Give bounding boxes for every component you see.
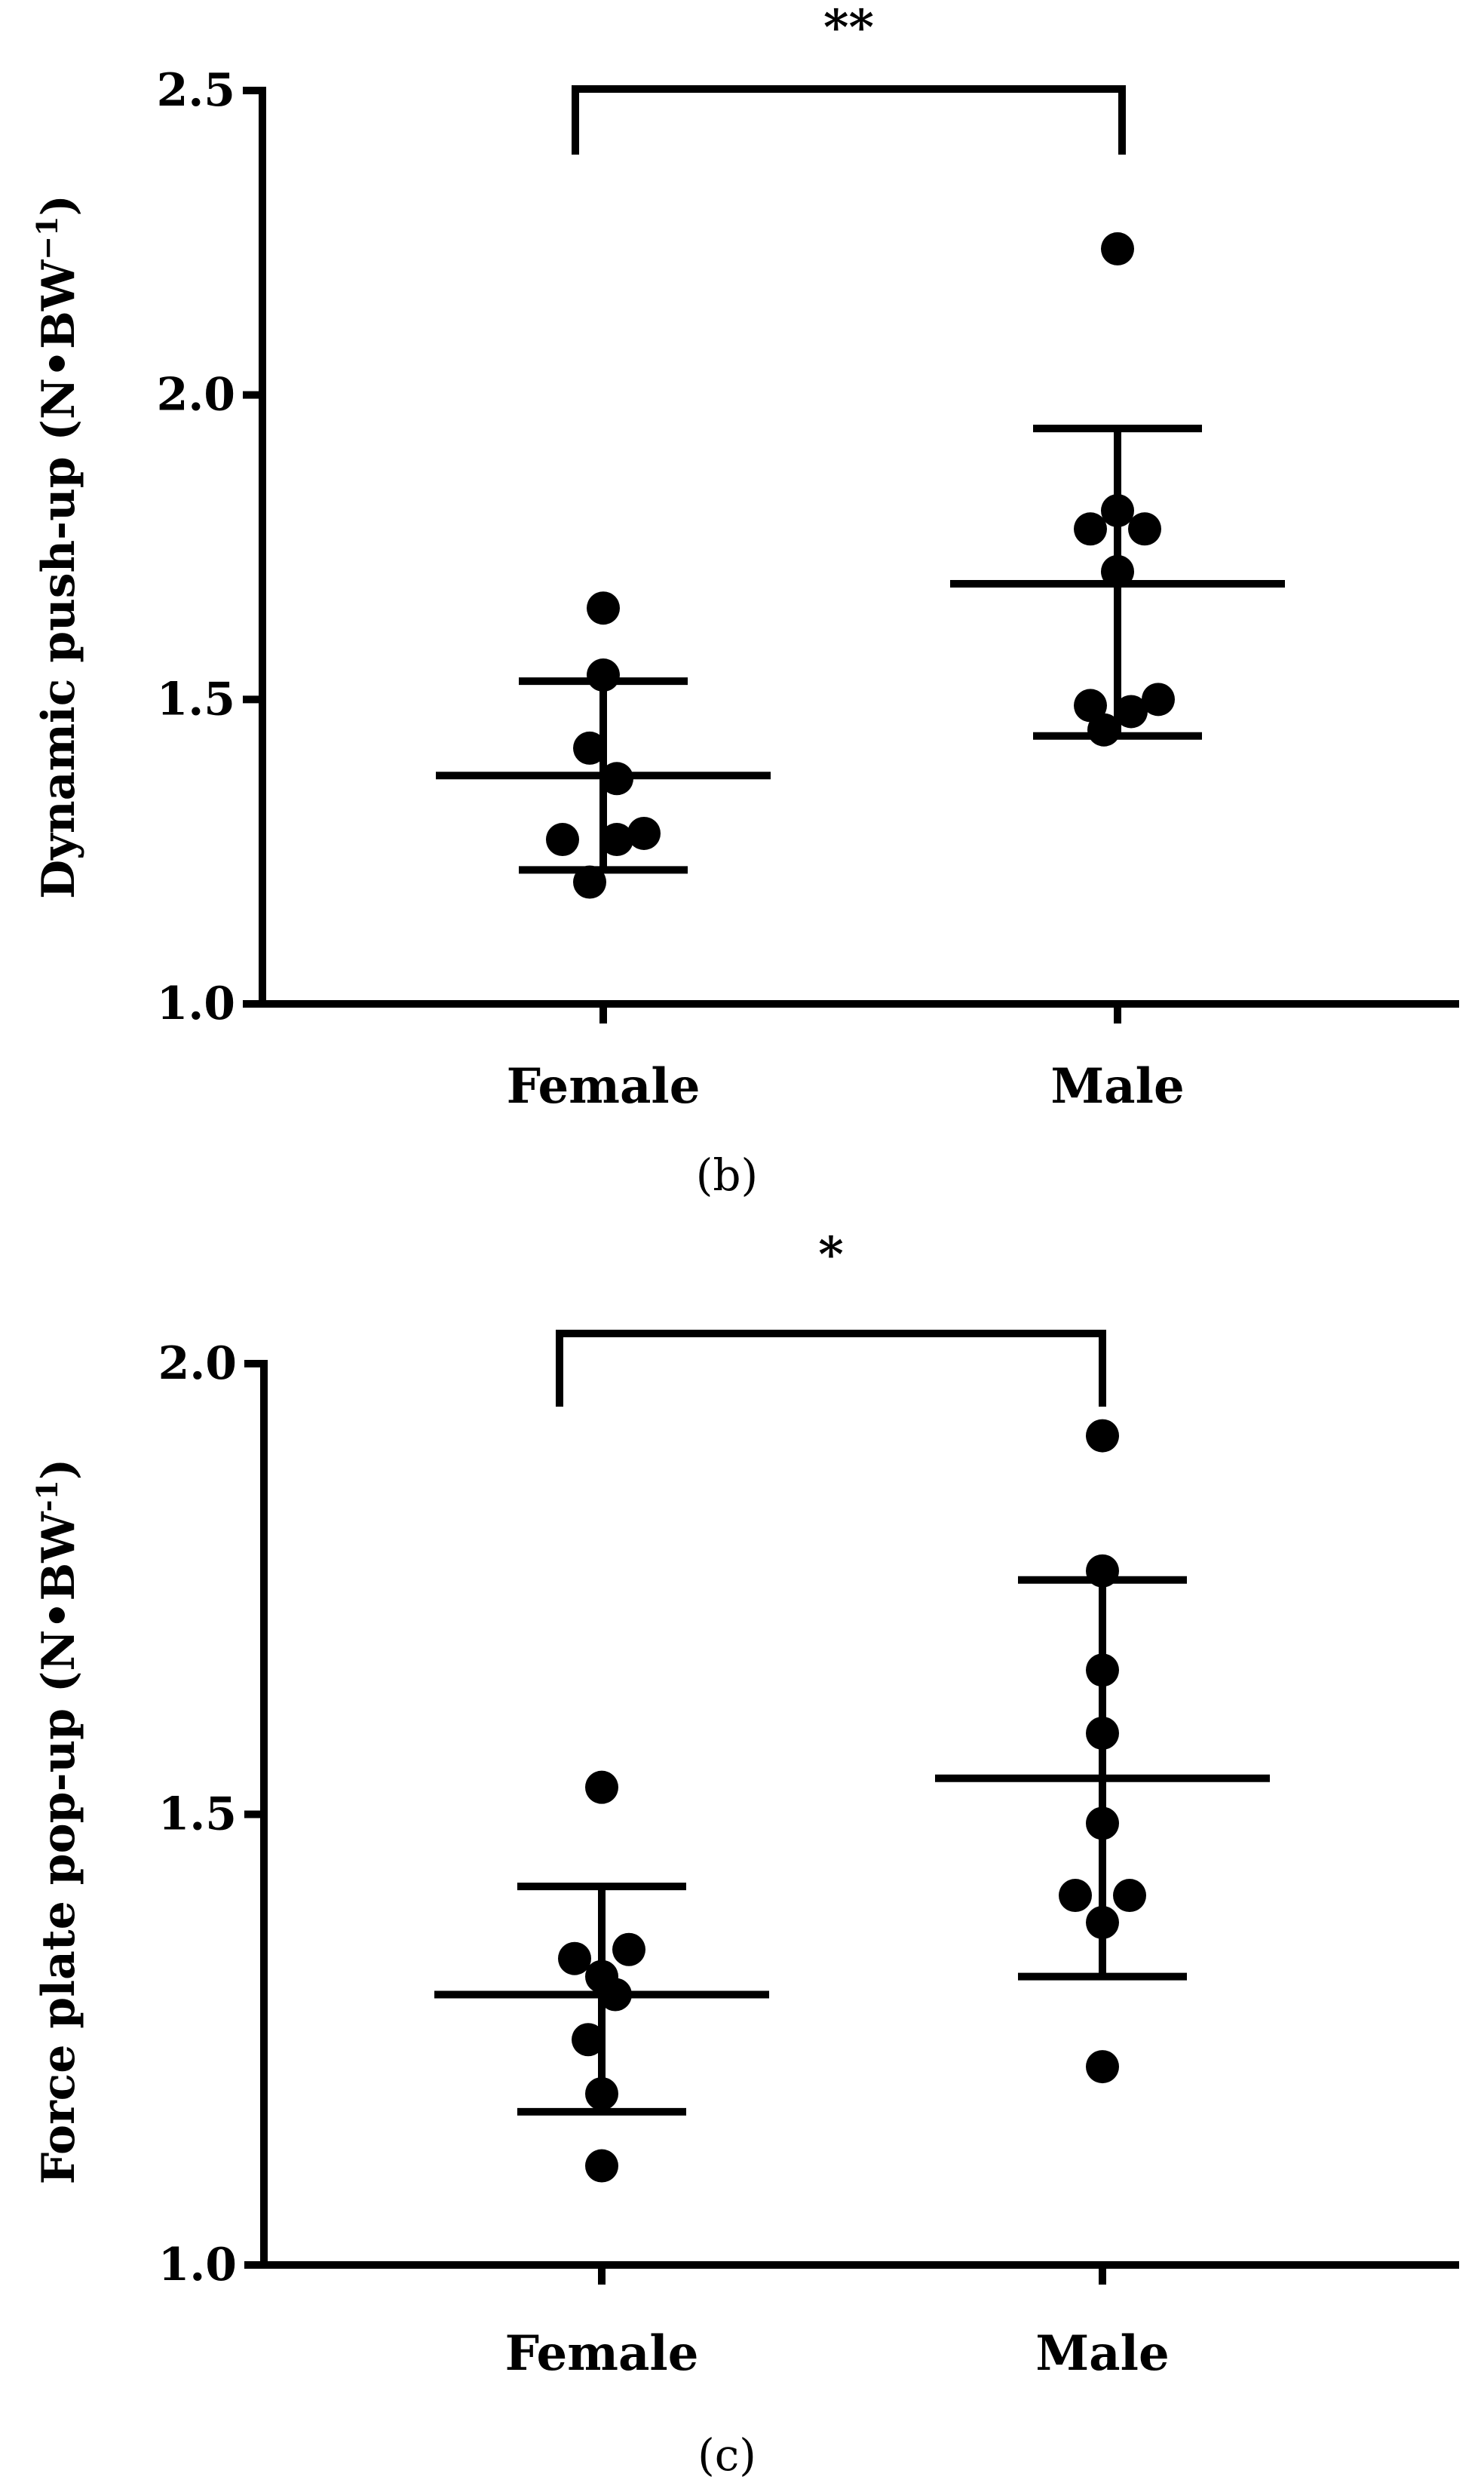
data-point bbox=[573, 865, 606, 899]
data-point bbox=[1087, 713, 1121, 747]
y-tick-label: 1.0 bbox=[158, 2239, 237, 2291]
y-tick-label: 2.0 bbox=[158, 1337, 237, 1390]
x-category-label: Female bbox=[507, 1058, 701, 1115]
data-point bbox=[1113, 1879, 1146, 1913]
data-point bbox=[1142, 683, 1175, 717]
data-point bbox=[585, 1770, 618, 1804]
y-axis-title-main: Force plate pop-up (N•BW bbox=[32, 1511, 85, 2185]
significance-marker: * bbox=[818, 1226, 843, 1283]
x-category-label: Female bbox=[505, 2325, 699, 2382]
data-point bbox=[1128, 512, 1161, 546]
y-axis-title: Force plate pop-up (N•BW-1) bbox=[30, 1459, 86, 2185]
y-tick-label: 1.5 bbox=[157, 673, 235, 726]
series-male bbox=[935, 1419, 1270, 2084]
y-tick-label: 2.5 bbox=[157, 64, 235, 117]
data-point bbox=[600, 823, 633, 857]
data-point bbox=[627, 816, 661, 850]
y-axis-title-close: ) bbox=[32, 195, 85, 216]
data-point bbox=[572, 2023, 605, 2057]
data-point bbox=[1101, 232, 1134, 265]
y-axis-title-superscript: −1 bbox=[30, 216, 64, 259]
chart-panel-b: 1.0 1.5 2.0 2.5 Female Male Dynamic push-up (N… bbox=[30, 0, 1459, 1201]
panel-label: (c) bbox=[698, 2429, 756, 2481]
significance-bracket bbox=[572, 85, 1126, 155]
data-point bbox=[585, 2149, 618, 2183]
data-point bbox=[1101, 554, 1134, 588]
data-point bbox=[587, 591, 620, 625]
y-axis-title-main: Dynamic push-up (N•BW bbox=[32, 259, 85, 899]
significance-bracket bbox=[556, 1330, 1106, 1407]
x-category-label: Male bbox=[1035, 2325, 1169, 2382]
y-tick-label: 1.5 bbox=[158, 1788, 237, 1841]
significance-marker: ** bbox=[823, 0, 874, 56]
data-point bbox=[1086, 1653, 1119, 1687]
y-axis-title-superscript: -1 bbox=[30, 1480, 64, 1511]
data-point bbox=[1086, 2050, 1119, 2084]
data-point bbox=[1086, 1554, 1119, 1588]
y-tick-label: 2.0 bbox=[157, 369, 235, 422]
y-axis-title-close: ) bbox=[32, 1459, 85, 1480]
data-point bbox=[1059, 1879, 1092, 1913]
data-point bbox=[1074, 689, 1107, 723]
data-point bbox=[1101, 494, 1134, 528]
x-category-label: Male bbox=[1050, 1058, 1184, 1115]
panel-label: (b) bbox=[696, 1149, 758, 1201]
series-female bbox=[436, 591, 771, 899]
data-point bbox=[587, 658, 620, 692]
data-point bbox=[558, 1941, 591, 1975]
data-point bbox=[1086, 1419, 1119, 1453]
data-point bbox=[600, 762, 633, 796]
data-point bbox=[612, 1932, 645, 1966]
data-point bbox=[1115, 695, 1148, 729]
data-point bbox=[573, 731, 606, 765]
data-point bbox=[599, 1978, 632, 2012]
y-axis-title: Dynamic push-up (N•BW−1) bbox=[30, 195, 86, 899]
y-tick-label: 1.0 bbox=[157, 977, 235, 1030]
data-point bbox=[585, 2076, 618, 2110]
series-male bbox=[950, 232, 1285, 747]
data-point bbox=[1086, 1905, 1119, 1939]
data-point bbox=[1086, 1806, 1119, 1840]
data-point bbox=[1086, 1716, 1119, 1750]
data-point bbox=[546, 823, 579, 857]
data-point bbox=[1074, 512, 1107, 546]
chart-panel-c: 1.0 1.5 2.0 Female Male Force plate pop-up (N… bbox=[30, 1226, 1459, 2481]
series-female bbox=[434, 1770, 769, 2183]
